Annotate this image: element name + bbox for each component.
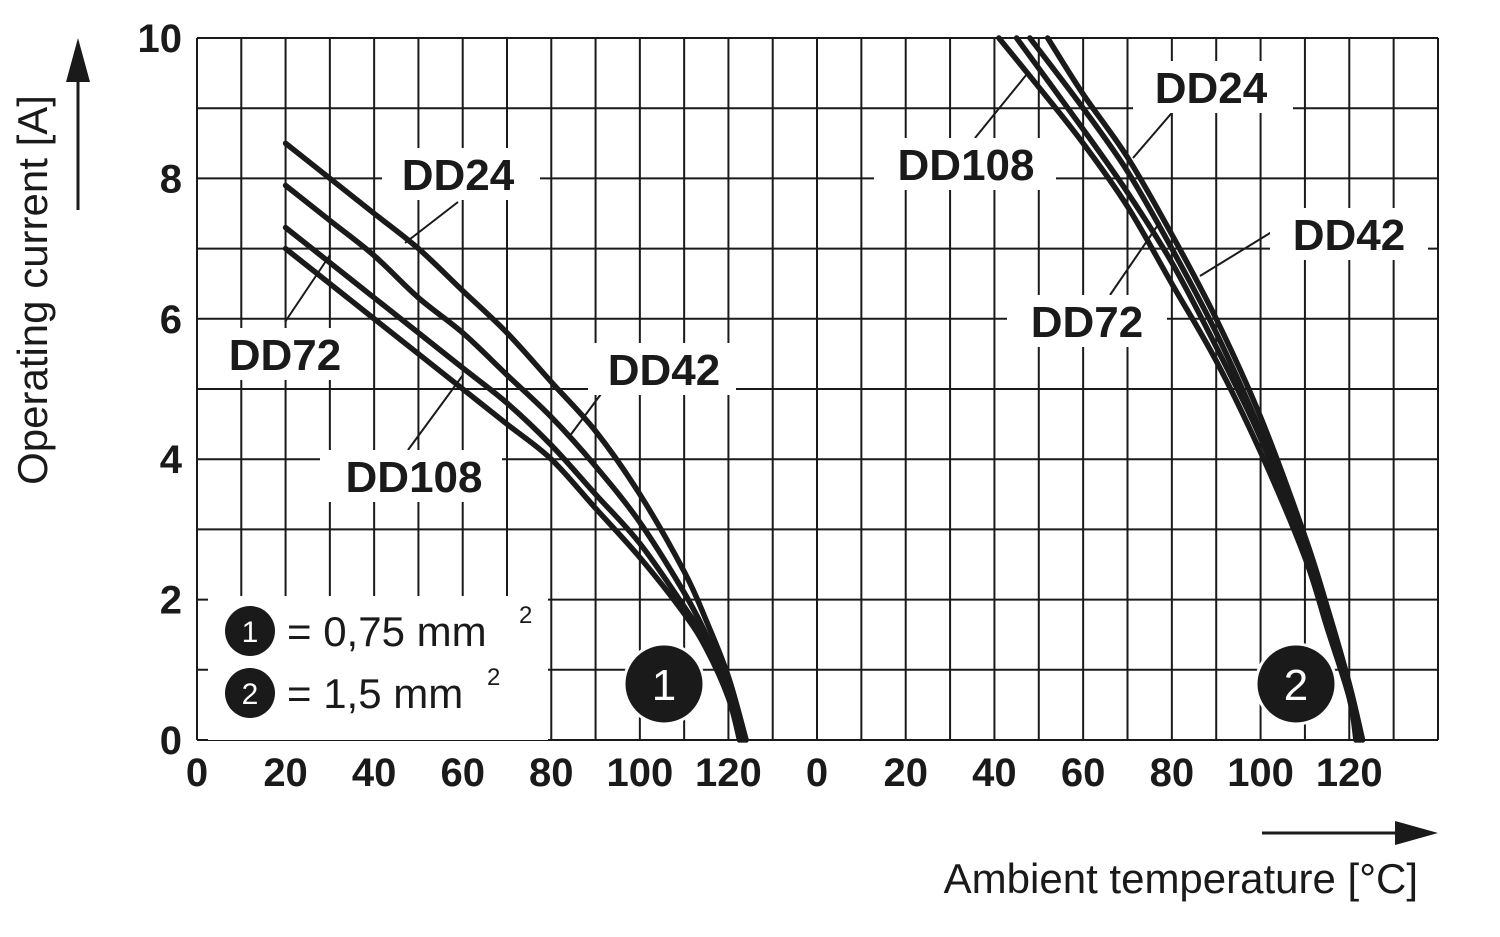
- panel-marker-number: 2: [1284, 661, 1308, 710]
- leader-line: [974, 73, 1028, 139]
- x-tick-label: 20: [883, 751, 928, 795]
- panel-marker-number: 1: [652, 661, 676, 710]
- curve-label-dd108: DD108: [898, 141, 1035, 190]
- legend: 1 = 0,75 mm 22 = 1,5 mm 2: [208, 596, 548, 740]
- curve-dd72-panel-1: [282, 224, 745, 743]
- x-tick-label: 40: [972, 751, 1017, 795]
- curve-dd108-panel-1: [282, 245, 743, 743]
- curve-label-box: [874, 138, 1056, 190]
- legend-marker-circle: [225, 606, 275, 656]
- y-axis-arrow-head: [66, 38, 90, 82]
- curve-label-box: [1133, 61, 1293, 113]
- curve-label-box: [1007, 295, 1167, 347]
- curve-label-dd72: DD72: [229, 331, 342, 380]
- x-axis-arrow-head: [1395, 821, 1438, 845]
- leader-line: [404, 201, 459, 244]
- leader-line: [568, 389, 605, 438]
- leader-line: [407, 374, 464, 451]
- x-tick-label: 120: [1316, 751, 1383, 795]
- legend-marker-number: 2: [242, 678, 259, 711]
- leader-line: [1109, 221, 1161, 296]
- curve-dd24-panel-1: [282, 140, 749, 743]
- curve-label-box: [382, 148, 540, 200]
- curve-label-dd24: DD24: [1155, 64, 1268, 113]
- x-tick-label: 20: [263, 751, 308, 795]
- curve-label-box: [588, 343, 736, 395]
- panel-marker-circle: [622, 642, 706, 726]
- x-tick-label: 120: [695, 751, 762, 795]
- curve-dd42-panel-1: [282, 182, 747, 743]
- curve-label-dd42: DD42: [1293, 211, 1406, 260]
- x-tick-label: 0: [186, 751, 208, 795]
- curve-label-dd108: DD108: [346, 453, 483, 502]
- curve-label-dd72: DD72: [1031, 298, 1144, 347]
- curve-label-dd24: DD24: [402, 151, 515, 200]
- leader-line: [1199, 229, 1276, 277]
- curve-label-box: [1270, 208, 1428, 260]
- y-axis-title-group: Operating current [A]: [9, 38, 90, 485]
- y-tick-label: 8: [160, 157, 182, 201]
- leader-line: [1132, 107, 1177, 159]
- legend-entry-superscript: 2: [519, 602, 532, 629]
- x-tick-label: 100: [1227, 751, 1294, 795]
- y-tick-label: 6: [160, 298, 182, 342]
- x-tick-label: 60: [440, 751, 485, 795]
- y-tick-label: 4: [160, 438, 183, 482]
- curve-label-box: [205, 328, 365, 380]
- curve-label-dd42: DD42: [608, 346, 721, 395]
- x-tick-label: 40: [352, 751, 397, 795]
- curves: [282, 35, 1366, 743]
- legend-marker-number: 1: [242, 616, 259, 649]
- y-axis-title: Operating current [A]: [9, 95, 56, 485]
- x-tick-label: 0: [806, 751, 828, 795]
- x-tick-label: 80: [529, 751, 574, 795]
- legend-entry-superscript: 2: [487, 664, 500, 691]
- curve-labels: DD24 DD72 DD42 DD108 DD24 DD108 DD42 DD72: [205, 61, 1428, 502]
- curve-label-box: [320, 450, 502, 502]
- curve-dd108-panel-2: [996, 35, 1359, 743]
- x-tick-label: 80: [1150, 751, 1195, 795]
- x-axis-title: Ambient temperature [°C]: [944, 855, 1418, 902]
- x-tick-label: 60: [1061, 751, 1106, 795]
- x-tick-label: 100: [606, 751, 673, 795]
- leader-line: [284, 254, 331, 323]
- y-tick-label: 0: [160, 719, 182, 763]
- legend-entry-text: = 1,5 mm: [287, 670, 463, 717]
- panel-marker-circle: [1254, 642, 1338, 726]
- y-tick-label: 2: [160, 579, 182, 623]
- x-axis-title-group: Ambient temperature [°C]: [944, 821, 1438, 902]
- legend-entry-text: = 0,75 mm: [287, 608, 487, 655]
- legend-marker-circle: [225, 668, 275, 718]
- y-tick-label: 10: [138, 17, 183, 61]
